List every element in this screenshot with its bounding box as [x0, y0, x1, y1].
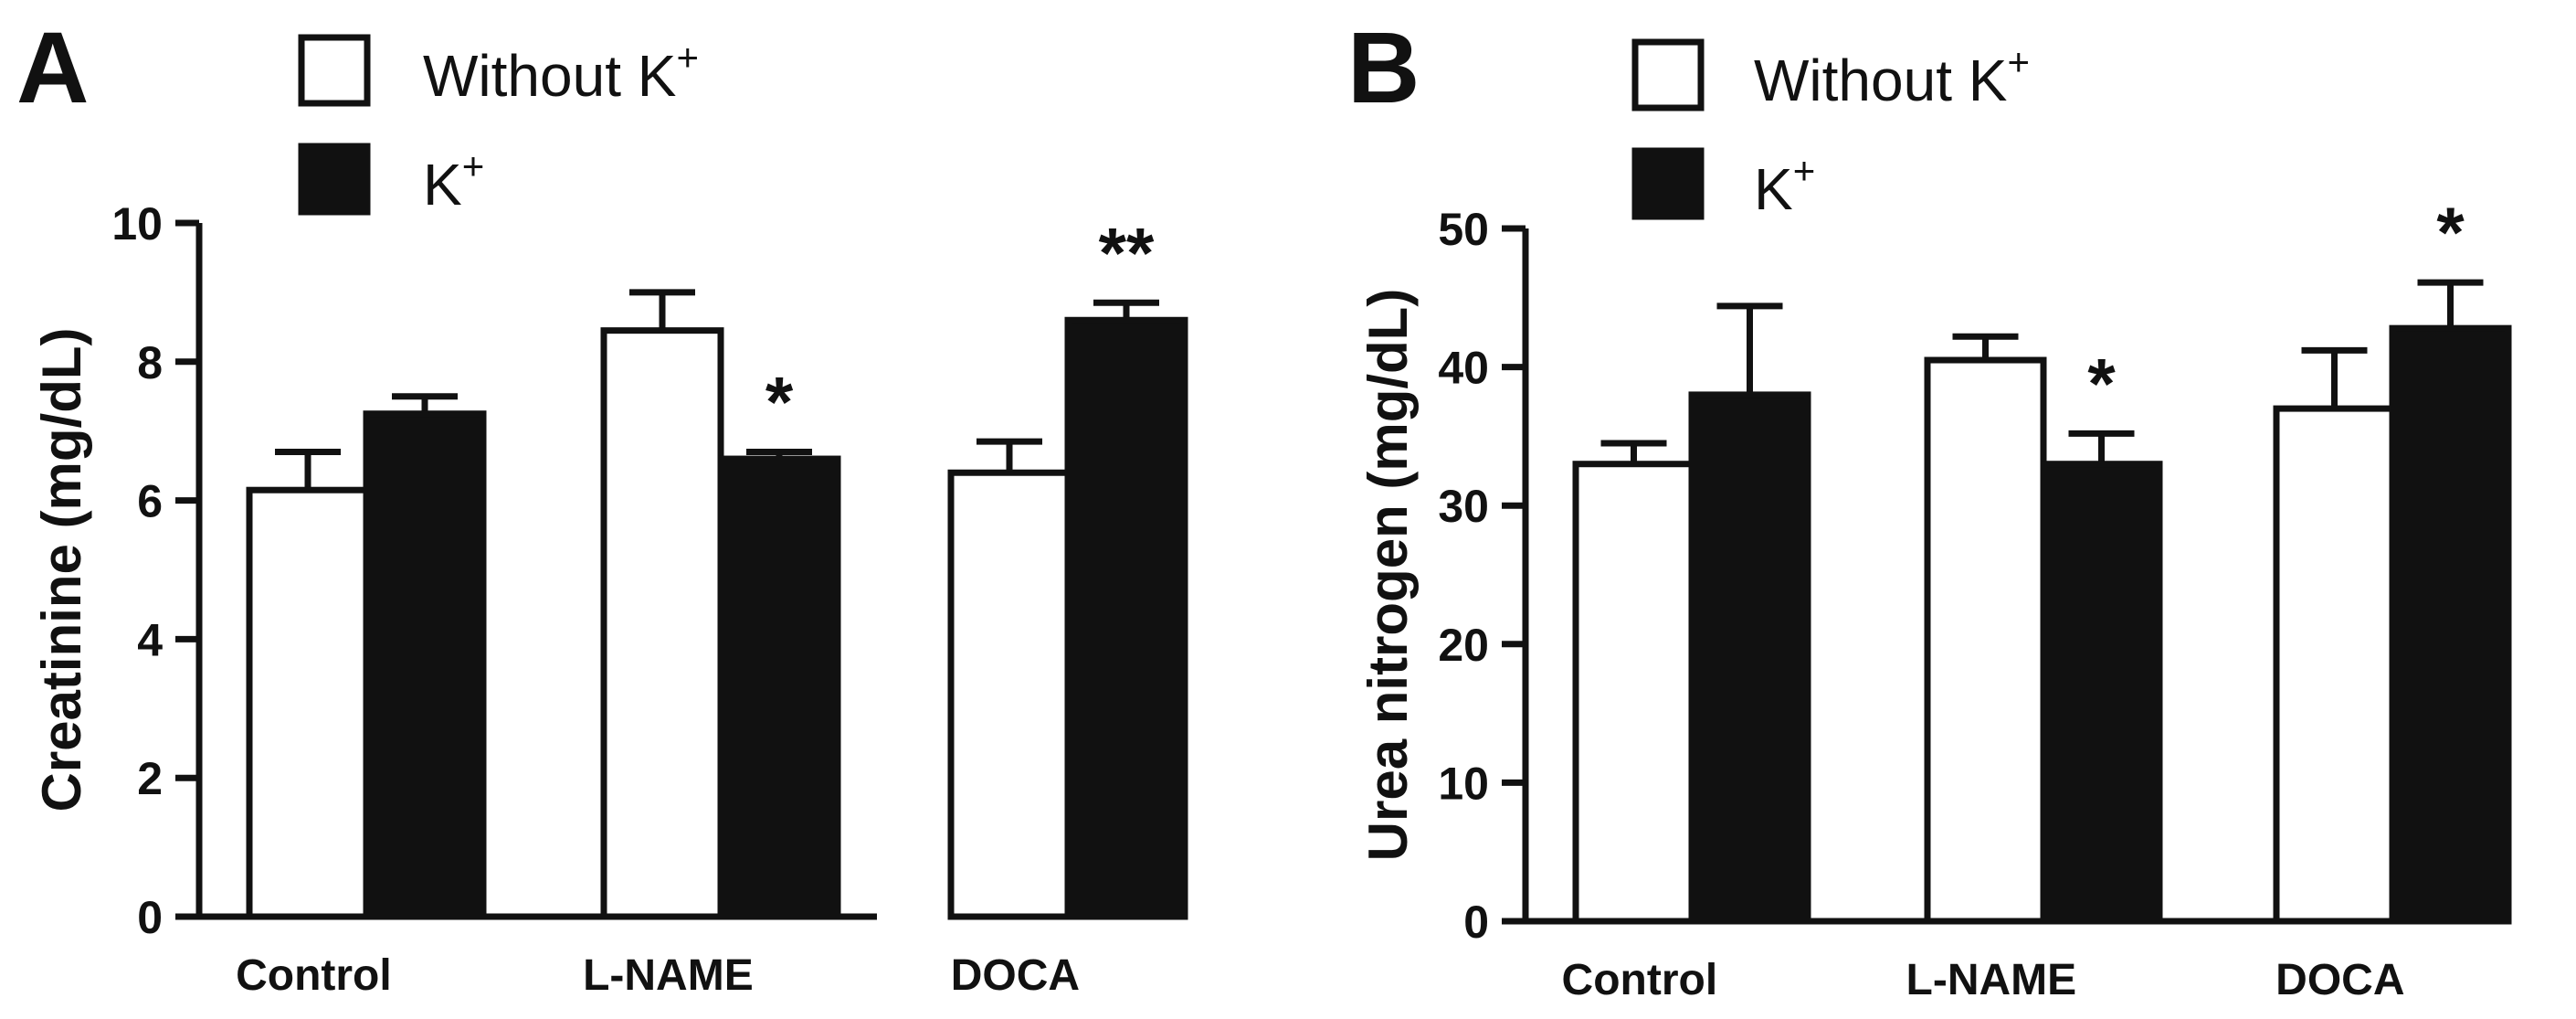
legend: Without K+ K+ [298, 34, 699, 218]
significance-marker-l-name: * [765, 361, 794, 441]
legend-swatch-k [298, 143, 371, 216]
bar-without-k-control [246, 486, 370, 920]
significance-marker-l-name: * [2087, 343, 2116, 423]
bar-without-k-l-name [1924, 356, 2047, 925]
panel-letter: B [1347, 12, 1420, 124]
bar-without-k-control [1572, 461, 1695, 925]
y-tick-label: 40 [1438, 343, 1489, 394]
y-tick-label: 6 [137, 476, 163, 527]
y-tick-label: 10 [111, 198, 163, 249]
y-tick-label: 4 [137, 614, 163, 665]
legend: Without K+ K+ [1631, 38, 2030, 222]
x-tick-label-control: Control [236, 951, 392, 1000]
bar-k-l-name [2040, 461, 2163, 925]
y-tick-label: 2 [137, 753, 163, 804]
legend-swatch-k [1631, 147, 1705, 220]
y-tick-label: 0 [1463, 897, 1489, 948]
bar-k-l-name [717, 455, 841, 920]
significance-marker-doca: * [2436, 192, 2465, 272]
legend-swatch-without-k [1631, 38, 1705, 111]
y-tick-label: 0 [137, 892, 163, 943]
legend-label-k: K+ [1754, 149, 1815, 222]
y-tick-label: 10 [1438, 758, 1489, 809]
x-tick-label-l-name: L-NAME [1906, 956, 2077, 1004]
bar-without-k-doca [2273, 405, 2396, 925]
y-axis-label: Urea nitrogen (mg/dL) [1357, 289, 1419, 862]
panel-a: A Without K+K+Creatinine (mg/dL) ***024681… [16, 12, 1188, 1000]
panel-letter: A [16, 12, 89, 124]
legend-swatch-without-k [298, 34, 371, 107]
legend-label-k: K+ [423, 144, 484, 218]
bar-k-control [363, 410, 487, 920]
bar-k-control [1688, 391, 1811, 925]
bar-without-k-doca [947, 469, 1072, 920]
y-tick-label: 8 [137, 337, 163, 388]
bar-k-doca [2389, 324, 2512, 925]
x-tick-label-l-name: L-NAME [583, 951, 754, 1000]
x-tick-label-control: Control [1562, 956, 1718, 1004]
x-tick-label-doca: DOCA [951, 951, 1080, 1000]
panel-b: B Without K+ K+ Urea nitrogen (mg/dL) * * 0 10 2… [1347, 12, 2512, 1004]
y-tick-label: 30 [1438, 481, 1489, 532]
bar-without-k-l-name [600, 327, 724, 920]
x-tick-label-doca: DOCA [2275, 956, 2404, 1004]
legend-label-without-k: Without K+ [423, 36, 699, 109]
y-tick-label: 20 [1438, 620, 1489, 671]
significance-marker-doca: ** [1099, 212, 1155, 292]
legend-label-without-k: Without K+ [1754, 40, 2030, 113]
bar-k-doca [1064, 316, 1188, 920]
y-axis-label: Creatinine (mg/dL) [31, 327, 92, 812]
y-tick-label: 50 [1438, 204, 1489, 255]
